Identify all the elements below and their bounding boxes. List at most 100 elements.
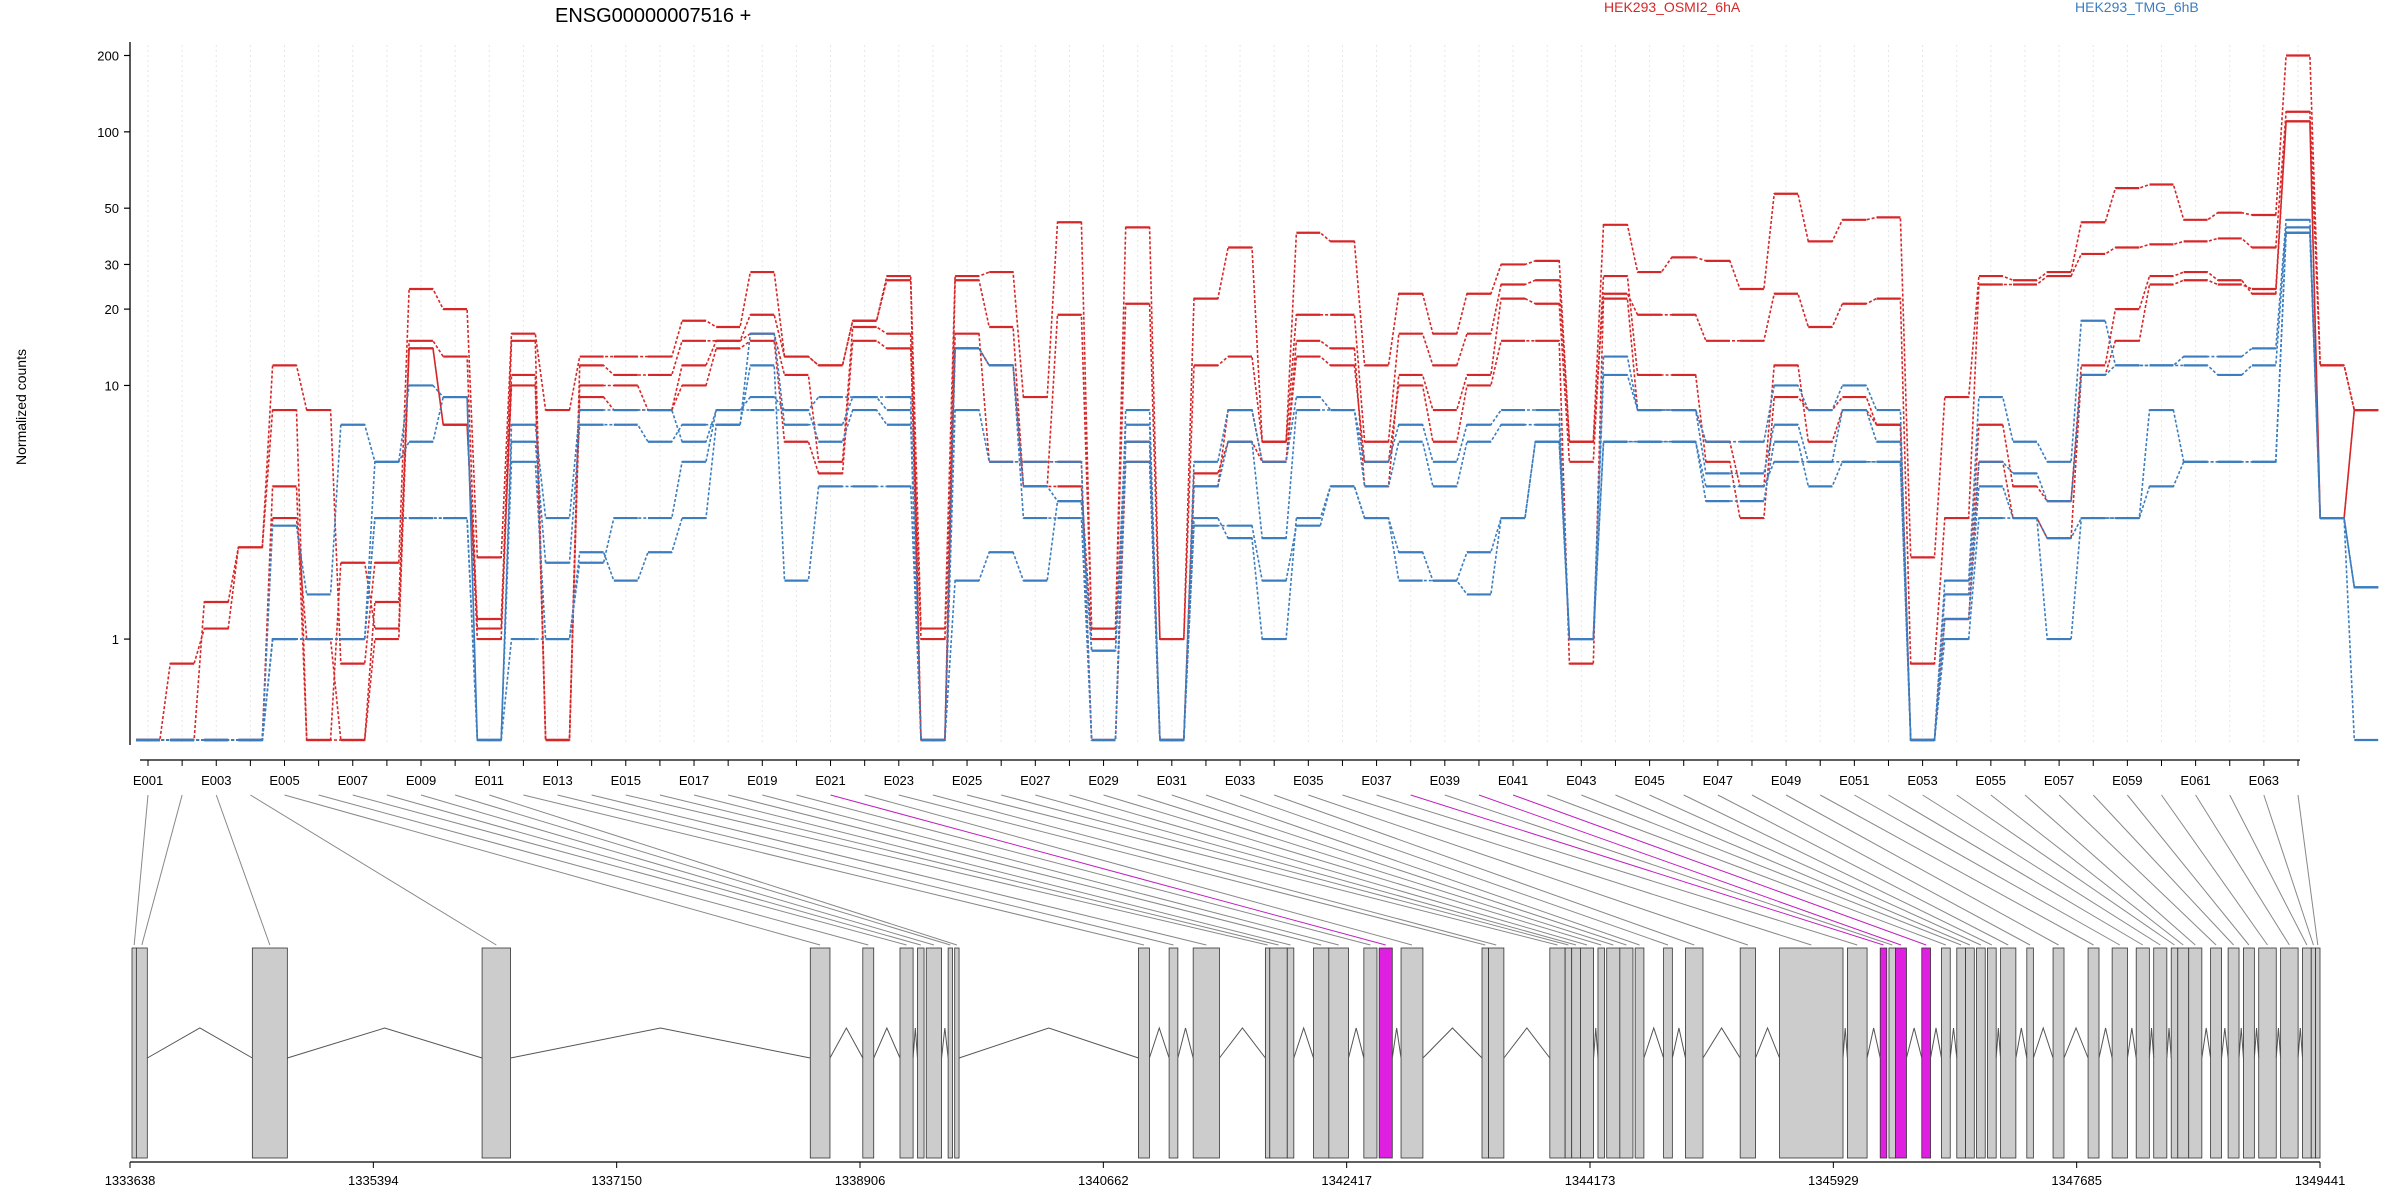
exon-block bbox=[899, 947, 914, 1159]
exon-connector bbox=[352, 794, 907, 946]
exon-block bbox=[1895, 947, 1907, 1159]
intron-line bbox=[2148, 1027, 2155, 1059]
exon-block bbox=[1481, 947, 1489, 1159]
intron-line bbox=[287, 1027, 483, 1059]
exon-block bbox=[1363, 947, 1378, 1159]
x-tick-label: E059 bbox=[2112, 773, 2142, 788]
x-tick-label: E001 bbox=[133, 773, 163, 788]
x-tick-label: E055 bbox=[1976, 773, 2006, 788]
exon-connector bbox=[762, 794, 1339, 946]
exon-connector bbox=[1137, 794, 1614, 946]
exon-block bbox=[2310, 947, 2317, 1159]
exon-block bbox=[1956, 947, 1966, 1159]
exon-block bbox=[2000, 947, 2017, 1159]
exon-block bbox=[2258, 947, 2277, 1159]
x-tick-label: E035 bbox=[1293, 773, 1323, 788]
series-line bbox=[136, 219, 2379, 741]
intron-line bbox=[1643, 1026, 1665, 1059]
x-tick-label: E049 bbox=[1771, 773, 1801, 788]
intron-line bbox=[2201, 1027, 2212, 1059]
exon-connector bbox=[1990, 794, 2184, 946]
exon-connector bbox=[420, 794, 935, 946]
intron-line bbox=[2032, 1026, 2054, 1059]
intron-line bbox=[873, 1026, 901, 1059]
x-tick-label: E033 bbox=[1225, 773, 1255, 788]
x-tick-label: E007 bbox=[338, 773, 368, 788]
genomic-axis: 1333638 1335394 1337150 1338906 1340662 13424… bbox=[105, 1161, 2345, 1188]
y-tick-label: 50 bbox=[105, 201, 119, 216]
intron-line bbox=[2221, 1027, 2229, 1059]
intron-line bbox=[2275, 1027, 2282, 1059]
intron-line bbox=[1422, 1027, 1483, 1059]
y-tick-label: 30 bbox=[105, 257, 119, 272]
intron-line bbox=[1348, 1027, 1365, 1059]
exon-block bbox=[2177, 947, 2190, 1159]
series-line bbox=[136, 120, 2379, 741]
exon-block bbox=[2280, 947, 2299, 1159]
exon-block bbox=[2315, 947, 2321, 1159]
exon-connector bbox=[2297, 794, 2319, 946]
exon-connector bbox=[2195, 794, 2290, 946]
exon-block bbox=[1286, 947, 1295, 1159]
intron-line bbox=[510, 1027, 811, 1059]
exon-connector bbox=[2024, 794, 2196, 946]
genomic-tick-label: 1344173 bbox=[1565, 1173, 1616, 1188]
intron-line bbox=[1391, 1027, 1402, 1059]
genomic-tick-label: 1340662 bbox=[1078, 1173, 1129, 1188]
exon-block bbox=[1138, 947, 1150, 1159]
exon-connector bbox=[1001, 794, 1569, 946]
exon-block bbox=[2188, 947, 2203, 1159]
intron-line bbox=[1995, 1027, 2002, 1059]
intron-line bbox=[1866, 1027, 1881, 1059]
exon-connector bbox=[523, 794, 1145, 946]
exon-connector bbox=[1342, 794, 1812, 946]
exon-block bbox=[1378, 947, 1393, 1159]
exon-block bbox=[1328, 947, 1349, 1159]
exon-block bbox=[2227, 947, 2240, 1159]
gene-model bbox=[131, 947, 2321, 1159]
exon-block bbox=[954, 947, 960, 1159]
exon-block bbox=[1571, 947, 1581, 1159]
intron-line bbox=[1702, 1027, 1741, 1059]
exon-block bbox=[2153, 947, 2168, 1159]
x-tick-label: E061 bbox=[2180, 773, 2210, 788]
exon-block bbox=[2052, 947, 2065, 1159]
exon-connector bbox=[1649, 794, 1982, 946]
y-tick-label: 100 bbox=[97, 125, 119, 140]
x-tick-label: E037 bbox=[1361, 773, 1391, 788]
exon-block bbox=[809, 947, 831, 1159]
exon-block bbox=[1269, 947, 1288, 1159]
x-tick-label: E063 bbox=[2249, 773, 2279, 788]
exon-connector bbox=[1922, 794, 2161, 946]
intron-line bbox=[1930, 1027, 1942, 1059]
exon-connector bbox=[133, 794, 149, 946]
exon-connector bbox=[1274, 794, 1695, 946]
exon-block bbox=[917, 947, 925, 1159]
x-tick-label: E003 bbox=[201, 773, 231, 788]
intron-line bbox=[1503, 1027, 1551, 1059]
x-tick-label: E017 bbox=[679, 773, 709, 788]
chart-title: ENSG00000007516 + bbox=[555, 5, 751, 27]
exon-block bbox=[1549, 947, 1566, 1159]
intron-line bbox=[1148, 1026, 1170, 1059]
exon-connector bbox=[1683, 794, 1993, 946]
intron-line bbox=[2166, 1027, 2172, 1059]
exon-connector bbox=[796, 794, 1371, 946]
exon-block bbox=[925, 947, 942, 1159]
exon-block bbox=[1941, 947, 1951, 1159]
x-axis: E001 E003 E005 E007 E009 E011 E013 E015 E017 E019… bbox=[133, 759, 2300, 788]
exon-connector bbox=[2229, 794, 2308, 946]
intron-line bbox=[829, 1026, 864, 1059]
x-tick-label: E025 bbox=[952, 773, 982, 788]
x-tick-label: E011 bbox=[475, 773, 504, 788]
x-tick-label: E015 bbox=[611, 773, 641, 788]
legend-entry-tmg: HEK293_TMG_6hB bbox=[2075, 0, 2199, 15]
exon-block bbox=[2087, 947, 2100, 1159]
exon-connector bbox=[2161, 794, 2268, 946]
exon-connector bbox=[215, 794, 271, 946]
exon-block bbox=[1400, 947, 1424, 1159]
exon-block bbox=[1976, 947, 1986, 1159]
exon-connector bbox=[1717, 794, 2009, 946]
exon-connector bbox=[1478, 794, 1902, 946]
exon-block bbox=[2026, 947, 2034, 1159]
